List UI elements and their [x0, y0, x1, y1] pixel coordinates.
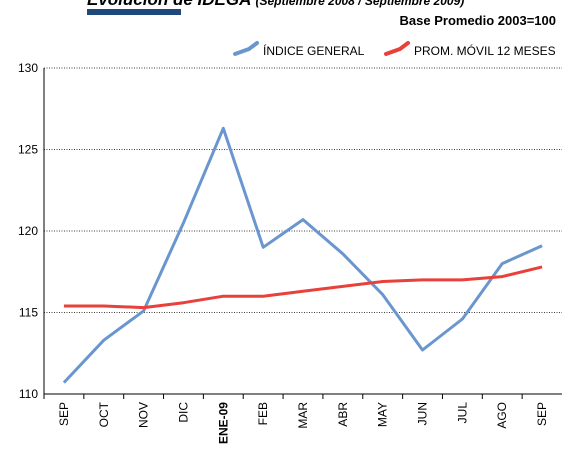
x-tick-label: SEP [535, 402, 549, 426]
y-tick-label: 120 [18, 224, 38, 238]
y-tick-label: 125 [18, 143, 38, 157]
x-tick-label: NOV [137, 402, 151, 428]
legend-label: ÍNDICE GENERAL [263, 43, 365, 58]
title-bar [87, 9, 181, 15]
title-period: (Septiembre 2008 / Septiembre 2009) [255, 0, 464, 8]
x-tick-label: MAY [376, 402, 390, 427]
legend-label: PROM. MÓVIL 12 MESES [414, 43, 556, 58]
legend-swatch [233, 41, 259, 56]
x-tick-label: SEP [57, 402, 71, 426]
x-tick-label: ENE-09 [216, 402, 230, 444]
y-tick-label: 130 [18, 61, 38, 75]
series-line [62, 126, 543, 384]
y-tick-label: 110 [19, 387, 38, 401]
x-tick-label: AGO [495, 402, 509, 429]
x-tick-label: DIC [176, 402, 190, 423]
chart-title: Evolución de IDEGA (Septiembre 2008 / Se… [87, 0, 464, 9]
series-line [63, 265, 543, 310]
title-main: Evolución de IDEGA [87, 0, 251, 9]
x-tick-label: JUL [455, 402, 469, 424]
x-tick-label: MAR [296, 402, 310, 429]
chart-subtitle: Base Promedio 2003=100 [400, 13, 556, 28]
x-tick-label: ABR [336, 402, 350, 427]
legend-swatch [384, 41, 410, 56]
y-tick-label: 115 [19, 306, 38, 320]
x-tick-label: JUN [416, 402, 430, 425]
x-tick-label: OCT [97, 401, 111, 427]
x-tick-label: FEB [256, 402, 270, 425]
